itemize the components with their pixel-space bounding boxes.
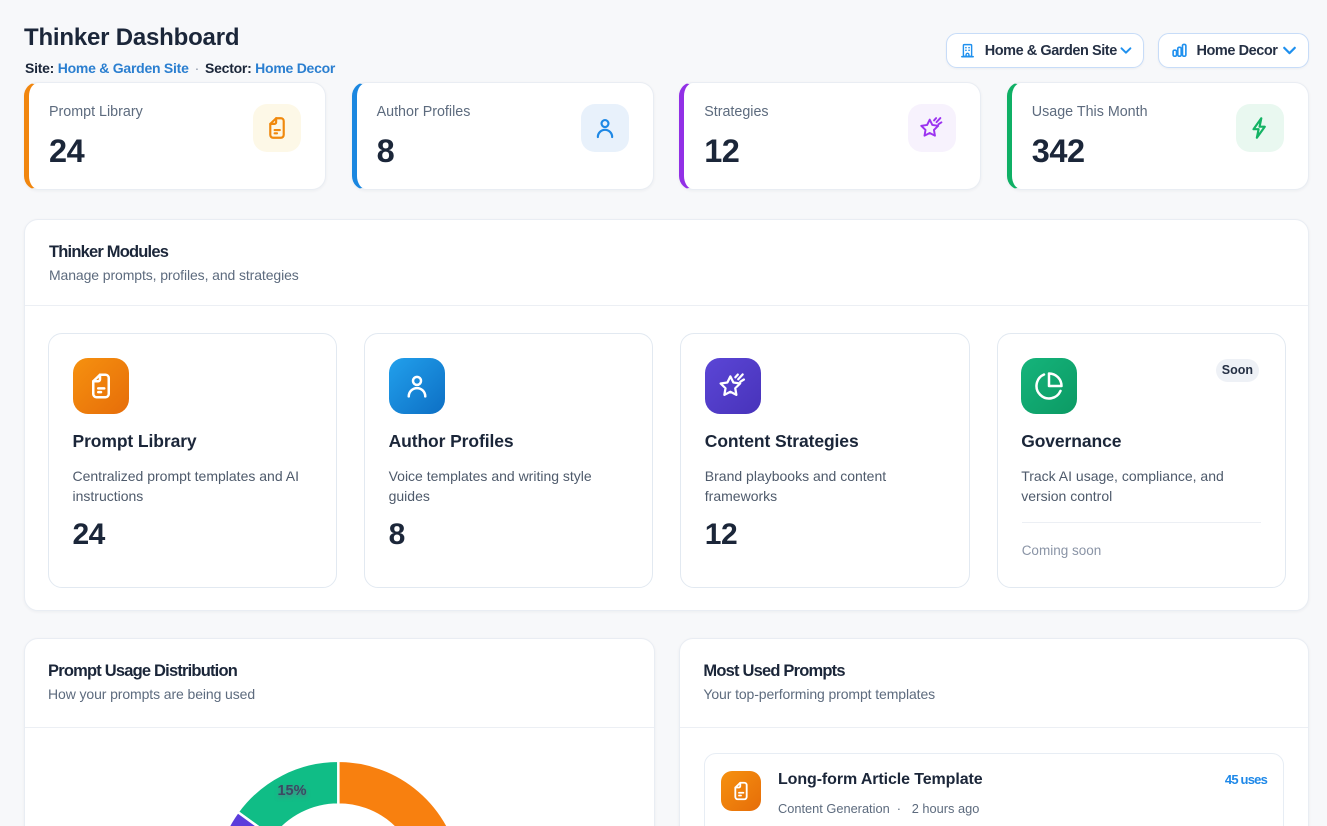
svg-text:15%: 15% (277, 783, 306, 799)
